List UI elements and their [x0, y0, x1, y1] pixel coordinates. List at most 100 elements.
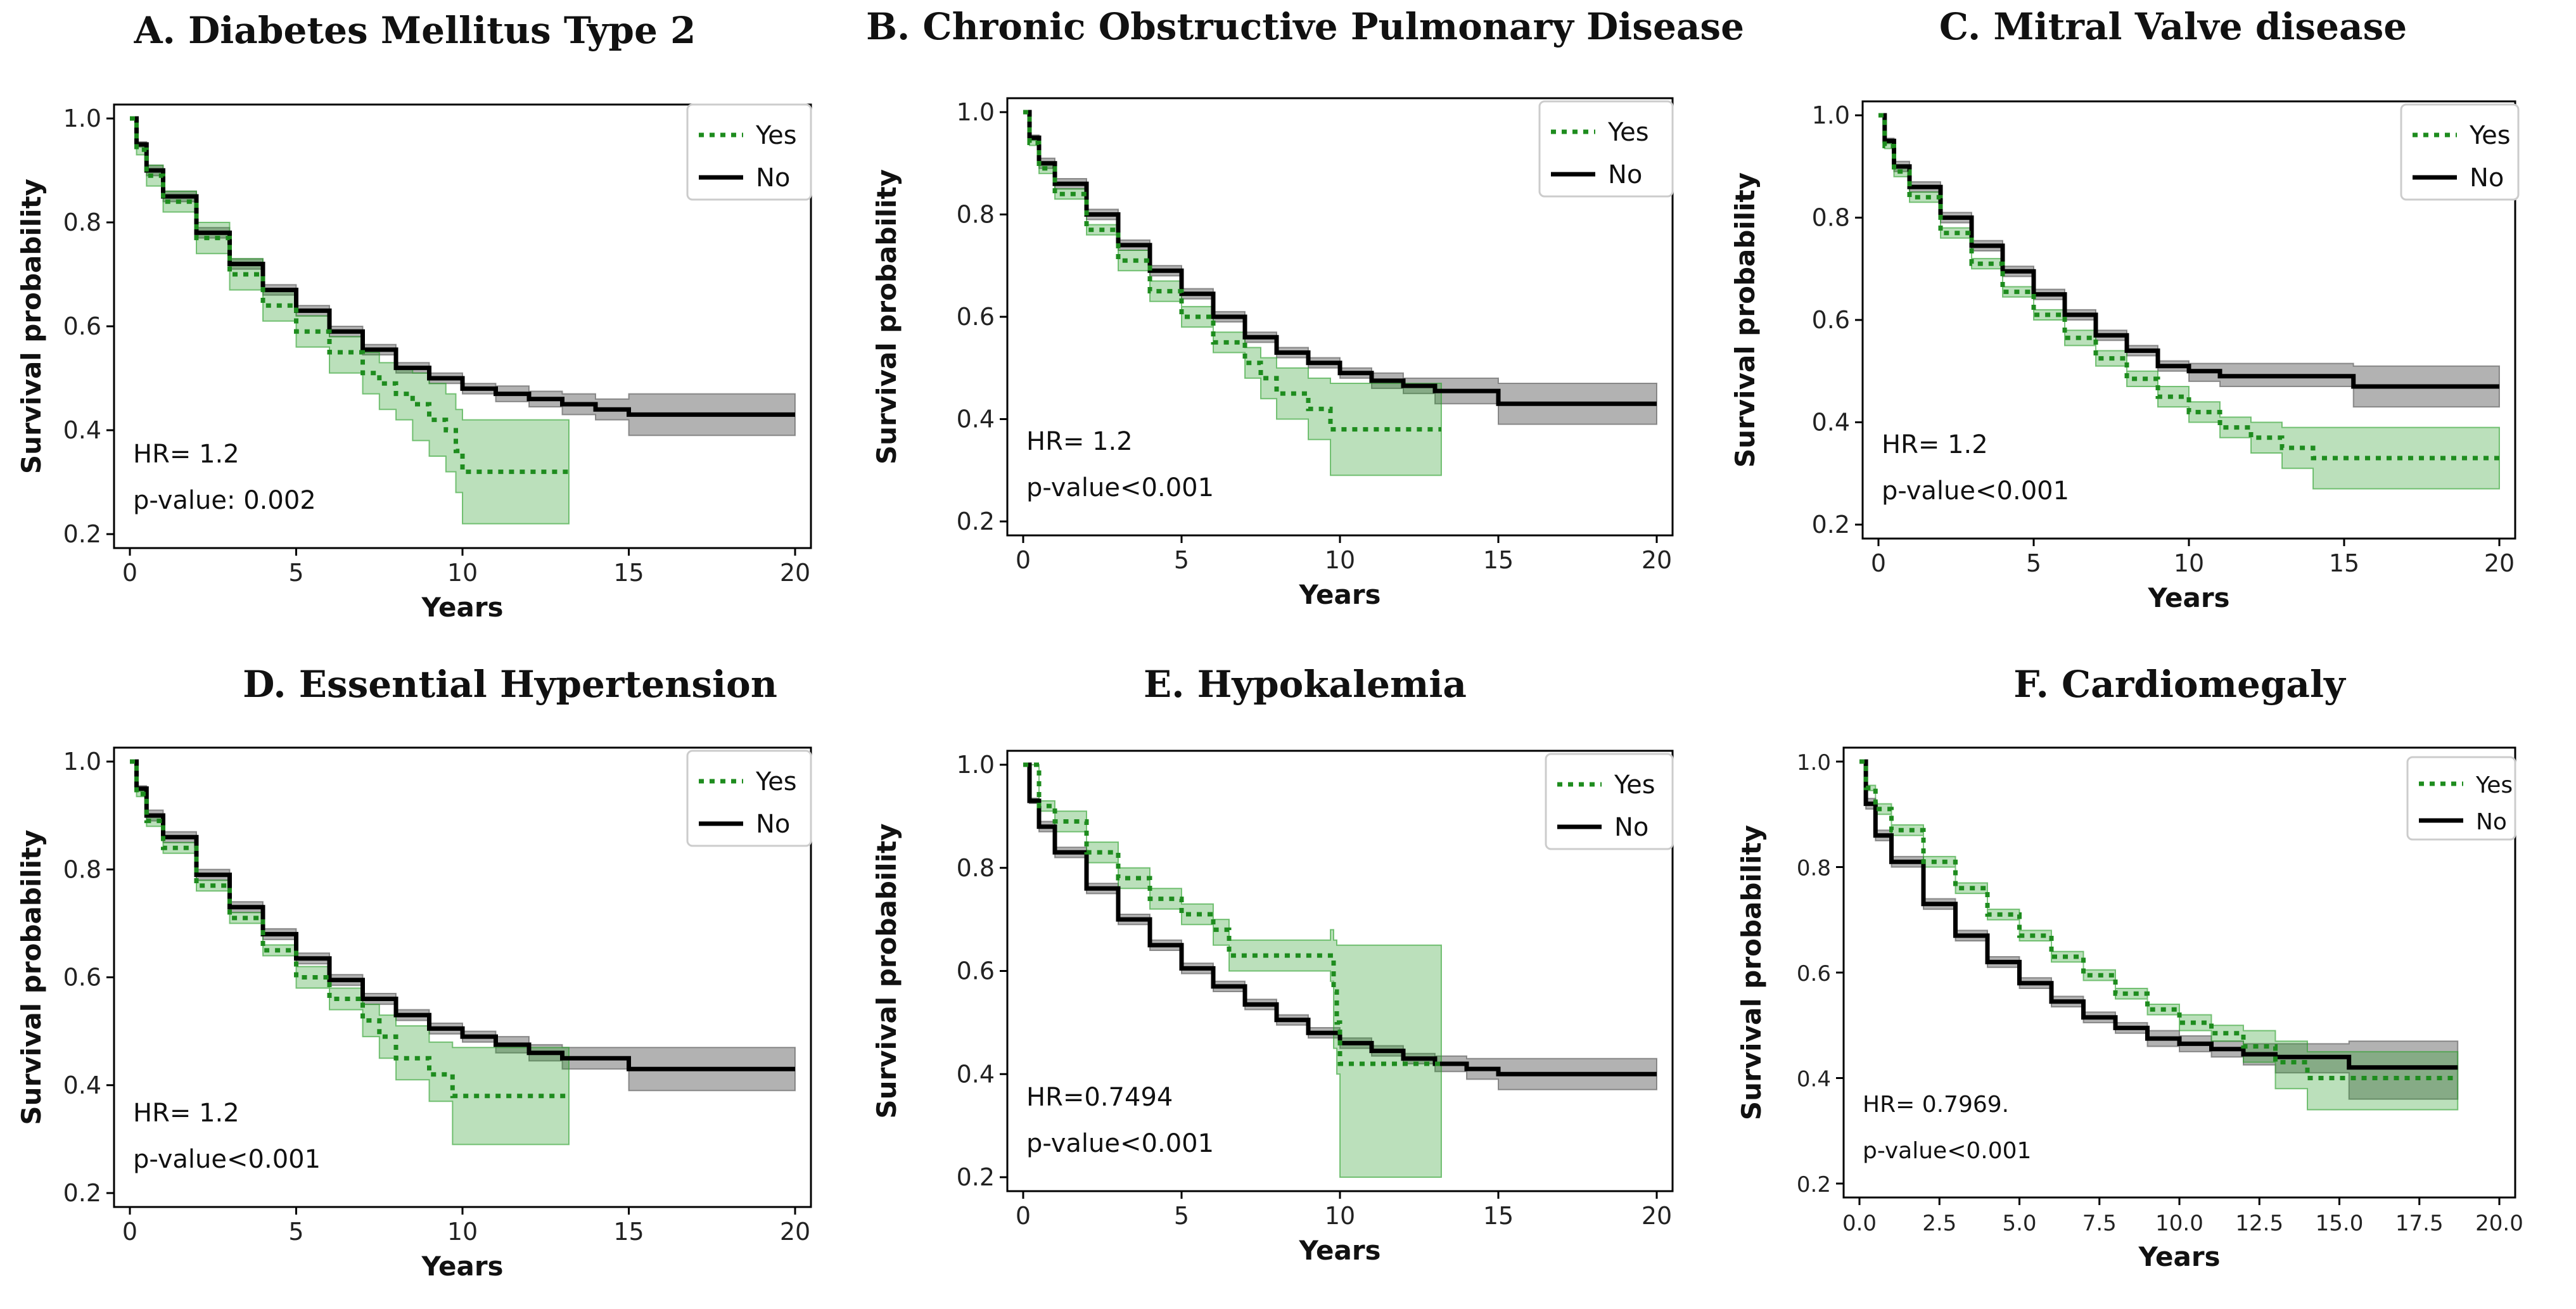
y-tick-label: 1.0 [1797, 750, 1831, 776]
x-tick-label: 15 [1483, 1202, 1514, 1230]
x-tick-label: 5 [2026, 549, 2041, 577]
hazard-ratio-text: HR=0.7494 [1026, 1083, 1173, 1112]
legend: Yes No [1538, 100, 1674, 198]
x-tick-label: 0 [1871, 549, 1886, 577]
survival-line-no [1878, 113, 2499, 389]
plot-area [1878, 113, 2500, 490]
hazard-ratio-text: HR= 1.2 [133, 1099, 239, 1128]
p-value-text: p-value<0.001 [1026, 1129, 1214, 1158]
y-axis-label: Survival probability [871, 823, 902, 1118]
p-value-text: p-value<0.001 [1882, 476, 2069, 506]
x-axis-label: Years [1298, 1235, 1380, 1266]
x-tick-label: 15 [2329, 549, 2359, 577]
survival-line-no [1023, 110, 1657, 406]
y-tick-label: 0.6 [957, 303, 995, 331]
y-tick-label: 0.8 [63, 855, 101, 883]
x-tick-label: 2.5 [1922, 1211, 1956, 1236]
x-tick-label: 10 [1325, 1202, 1355, 1230]
plot-area [1859, 759, 2459, 1111]
legend-label-no: No [756, 810, 790, 839]
survival-line-yes [130, 116, 569, 475]
x-tick-label: 20 [780, 559, 810, 587]
panel-b: B. Chronic Obstructive Pulmonary Disease… [866, 5, 1744, 610]
x-axis-label: Years [1298, 579, 1380, 610]
y-axis-label: Survival probability [16, 829, 47, 1125]
y-tick-label: 0.6 [63, 312, 101, 340]
x-tick-label: 0 [122, 1218, 137, 1246]
legend: Yes No [2406, 756, 2516, 841]
legend-label-no: No [2476, 809, 2507, 835]
panel-c: C. Mitral Valve disease 0.2 0.4 0.6 0.8 1.0 0 5… [1730, 5, 2520, 613]
y-tick-label: 0.8 [1797, 856, 1831, 881]
x-tick-label: 20.0 [2475, 1211, 2523, 1236]
x-tick-label: 0.0 [1842, 1211, 1877, 1236]
x-tick-label: 7.5 [2082, 1211, 2117, 1236]
x-tick-label: 15.0 [2316, 1211, 2364, 1236]
legend: Yes No [2400, 103, 2520, 201]
panel-a: A. Diabetes Mellitus Type 2 0.2 0.4 0.6 0.8 1… [16, 9, 812, 623]
legend-box [686, 103, 812, 201]
panel-title: B. Chronic Obstructive Pulmonary Disease [866, 5, 1744, 48]
legend-box [686, 750, 812, 847]
legend: Yes No [686, 750, 812, 847]
panel-title: D. Essential Hypertension [243, 663, 777, 706]
x-axis-label: Years [421, 592, 503, 623]
x-tick-label: 5 [1174, 1202, 1189, 1230]
legend-label-no: No [2470, 163, 2504, 193]
hazard-ratio-text: HR= 1.2 [133, 440, 239, 469]
x-tick-label: 10.0 [2155, 1211, 2203, 1236]
y-tick-label: 0.2 [63, 1179, 101, 1207]
y-axis-label: Survival probability [1736, 825, 1767, 1120]
y-tick-label: 0.8 [1812, 204, 1850, 232]
x-tick-label: 20 [2484, 549, 2515, 577]
hazard-ratio-text: HR= 0.7969. [1863, 1092, 2009, 1118]
y-axis-label: Survival probability [871, 169, 902, 464]
ci-band-yes [1859, 761, 2459, 1111]
x-axis-label: Years [2147, 582, 2229, 613]
legend-box [1545, 753, 1674, 850]
y-tick-label: 0.8 [957, 201, 995, 229]
x-tick-label: 10 [2174, 549, 2204, 577]
survival-line-no [130, 116, 795, 417]
x-tick-label: 10 [447, 1218, 478, 1246]
panel-e: E. Hypokalemia 0.2 0.4 0.6 0.8 1.0 0 5 10 15 20 Yea… [871, 663, 1674, 1266]
x-tick-label: 17.5 [2395, 1211, 2444, 1236]
hazard-ratio-text: HR= 1.2 [1026, 427, 1133, 456]
y-tick-label: 0.6 [1797, 961, 1831, 987]
legend-label-no: No [1608, 160, 1642, 189]
y-tick-label: 1.0 [63, 105, 101, 132]
panel-title: A. Diabetes Mellitus Type 2 [134, 9, 696, 52]
ci-band-yes [1023, 112, 1442, 476]
legend-label-yes: Yes [2475, 772, 2513, 798]
x-tick-label: 5.0 [2002, 1211, 2036, 1236]
legend-label-no: No [1614, 813, 1648, 842]
y-tick-label: 0.8 [63, 208, 101, 236]
y-tick-label: 0.2 [1797, 1172, 1831, 1197]
y-tick-label: 0.4 [1812, 409, 1850, 437]
panel-d: D. Essential Hypertension 0.2 0.4 0.6 0.8 1.0… [16, 663, 812, 1282]
y-tick-label: 0.4 [957, 1060, 995, 1088]
y-tick-label: 0.2 [63, 520, 101, 548]
x-tick-label: 15 [613, 1218, 644, 1246]
p-value-text: p-value<0.001 [133, 1145, 321, 1174]
x-tick-label: 12.5 [2235, 1211, 2283, 1236]
x-tick-label: 10 [447, 559, 478, 587]
ci-band-yes [130, 761, 570, 1146]
y-tick-label: 0.6 [1812, 306, 1850, 334]
x-tick-label: 20 [780, 1218, 810, 1246]
y-tick-label: 0.2 [1812, 511, 1850, 539]
panel-f: F. Cardiomegaly 0.2 0.4 0.6 0.8 1.0 0.0 2.5 5.0 7… [1736, 663, 2523, 1272]
legend-box [1538, 100, 1674, 198]
legend: Yes No [686, 103, 812, 201]
y-axis-label: Survival probability [1730, 172, 1761, 468]
y-tick-label: 1.0 [957, 751, 995, 779]
panel-title: E. Hypokalemia [1144, 663, 1467, 706]
x-tick-label: 10 [1325, 546, 1355, 574]
plot-area [1023, 110, 1657, 476]
legend-label-yes: Yes [2469, 121, 2511, 150]
y-tick-label: 1.0 [957, 98, 995, 126]
y-tick-label: 0.4 [63, 1071, 101, 1099]
x-tick-label: 5 [1174, 546, 1189, 574]
y-tick-label: 1.0 [1812, 101, 1850, 129]
